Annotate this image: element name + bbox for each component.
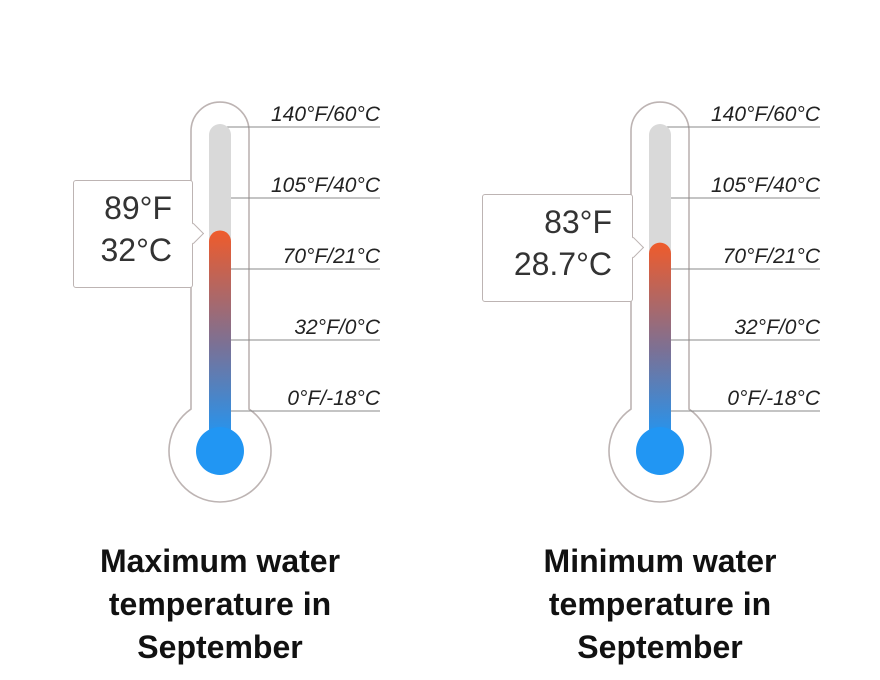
thermometer-min: 140°F/60°C 105°F/40°C 70°F/21°C 32°F/0°C 0°F…	[440, 0, 880, 680]
caption-min-line-1: Minimum water	[543, 543, 777, 579]
scale-label-max-0: 140°F/60°C	[271, 103, 381, 126]
thermometer-min-graphic: 140°F/60°C 105°F/40°C 70°F/21°C 32°F/0°C 0°F…	[608, 101, 821, 503]
bulb-min	[636, 427, 684, 475]
caption-max-line-3: September	[137, 629, 303, 665]
reading-callout-max: 89°F 32°C	[73, 180, 193, 288]
caption-max-line-1: Maximum water	[99, 543, 341, 579]
mercury-fill-max	[209, 230, 231, 440]
caption-min-line-3: September	[577, 629, 743, 665]
caption-max: Maximum water temperature in September	[0, 540, 440, 669]
scale-label-min-0: 140°F/60°C	[711, 103, 821, 126]
mercury-fill-min	[649, 242, 671, 440]
thermometer-max: 140°F/60°C 105°F/40°C 70°F/21°C 32°F/0°C 0°F…	[0, 0, 440, 680]
bulb-max	[196, 427, 244, 475]
reading-c-max: 32°C	[100, 232, 173, 268]
caption-min: Minimum water temperature in September	[440, 540, 880, 669]
scale-label-min-4: 0°F/-18°C	[727, 387, 820, 410]
scale-label-max-2: 70°F/21°C	[283, 245, 381, 268]
scale-label-max-4: 0°F/-18°C	[287, 387, 380, 410]
scale-label-min-3: 32°F/0°C	[734, 316, 820, 339]
reading-c-min: 28.7°C	[513, 246, 612, 282]
scale-label-min-2: 70°F/21°C	[723, 245, 821, 268]
reading-f-max: 89°F	[104, 190, 172, 226]
scale-label-max-1: 105°F/40°C	[271, 174, 381, 197]
reading-f-min: 83°F	[544, 204, 612, 240]
caption-min-line-2: temperature in	[548, 586, 772, 622]
caption-max-line-2: temperature in	[108, 586, 332, 622]
scale-label-min-1: 105°F/40°C	[711, 174, 821, 197]
thermometer-max-graphic: 140°F/60°C 105°F/40°C 70°F/21°C 32°F/0°C 0°F…	[168, 101, 381, 503]
scale-label-max-3: 32°F/0°C	[294, 316, 380, 339]
reading-callout-min: 83°F 28.7°C	[482, 194, 633, 302]
